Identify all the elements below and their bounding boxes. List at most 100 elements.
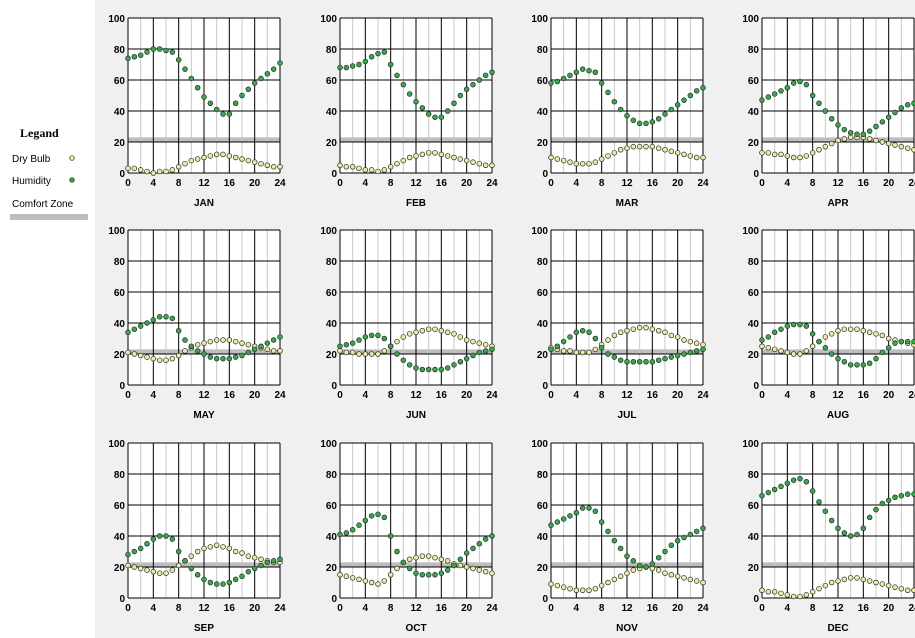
y-tick-label: 40 bbox=[748, 319, 760, 330]
y-tick-label: 20 bbox=[748, 563, 760, 574]
x-tick-label: 8 bbox=[176, 390, 182, 401]
humidity-point bbox=[892, 494, 898, 501]
dry-bulb-point bbox=[560, 157, 567, 164]
dry-bulb-point bbox=[759, 343, 765, 350]
dry-bulb-point bbox=[220, 151, 226, 158]
dry-bulb-point bbox=[674, 150, 681, 156]
x-tick-label: 24 bbox=[274, 603, 286, 614]
humidity-point bbox=[655, 357, 662, 363]
dry-bulb-point bbox=[245, 157, 252, 164]
y-tick-label: 100 bbox=[742, 14, 759, 25]
humidity-point bbox=[560, 75, 567, 82]
humidity-point bbox=[245, 349, 252, 356]
dry-bulb-point bbox=[700, 154, 706, 161]
dry-bulb-point bbox=[394, 565, 400, 572]
month-label: MAR bbox=[616, 198, 640, 209]
month-label: DEC bbox=[827, 623, 848, 634]
humidity-point bbox=[489, 346, 495, 353]
dry-bulb-point bbox=[144, 567, 150, 573]
humidity-point bbox=[470, 545, 476, 552]
dry-bulb-point bbox=[879, 581, 886, 587]
dry-bulb-point bbox=[207, 338, 214, 345]
x-tick-label: 24 bbox=[274, 178, 286, 189]
dry-bulb-point bbox=[567, 585, 573, 592]
dry-bulb-point bbox=[598, 156, 605, 162]
dry-bulb-point bbox=[194, 548, 201, 555]
dry-bulb-point bbox=[655, 145, 662, 151]
humidity-point bbox=[765, 94, 772, 100]
humidity-point bbox=[419, 366, 426, 373]
chart-may: 0 4 8 12 16 20 24 0 20 40 60 80 100 MAY bbox=[108, 226, 286, 421]
x-tick-label: 4 bbox=[574, 178, 580, 189]
dry-bulb-point bbox=[866, 578, 873, 584]
humidity-point bbox=[144, 320, 150, 326]
dry-bulb-point bbox=[375, 351, 381, 357]
dry-bulb-point bbox=[131, 564, 138, 570]
chart-nov: 0 4 8 12 16 20 24 0 20 40 60 80 100 NOV bbox=[531, 439, 709, 634]
y-tick-label: 20 bbox=[326, 563, 338, 574]
humidity-point bbox=[809, 92, 816, 99]
humidity-point bbox=[828, 517, 835, 524]
dry-bulb-point bbox=[560, 584, 567, 590]
humidity-point bbox=[258, 75, 264, 82]
humidity-point bbox=[343, 530, 350, 536]
y-tick-label: 20 bbox=[537, 563, 549, 574]
humidity-point bbox=[251, 80, 258, 86]
month-label: NOV bbox=[616, 623, 638, 634]
legend-marker-dry-bulb bbox=[69, 155, 75, 161]
dry-bulb-point bbox=[649, 565, 656, 572]
y-tick-label: 40 bbox=[748, 107, 760, 118]
dry-bulb-point bbox=[765, 589, 772, 595]
humidity-point bbox=[470, 81, 476, 88]
y-tick-label: 60 bbox=[114, 288, 126, 299]
dry-bulb-point bbox=[270, 348, 277, 354]
y-tick-label: 0 bbox=[753, 594, 759, 605]
y-tick-label: 0 bbox=[331, 594, 337, 605]
humidity-point bbox=[579, 328, 586, 334]
dry-bulb-point bbox=[220, 337, 226, 343]
x-tick-label: 20 bbox=[672, 390, 684, 401]
humidity-point bbox=[586, 67, 592, 74]
x-tick-label: 4 bbox=[785, 603, 791, 614]
humidity-point bbox=[444, 567, 451, 573]
humidity-point bbox=[264, 559, 271, 566]
humidity-point bbox=[406, 362, 413, 368]
dry-bulb-point bbox=[668, 571, 675, 578]
y-tick-label: 20 bbox=[748, 350, 760, 361]
dry-bulb-point bbox=[605, 579, 611, 586]
humidity-point bbox=[137, 52, 144, 58]
humidity-point bbox=[207, 579, 214, 586]
humidity-point bbox=[693, 348, 700, 354]
humidity-point bbox=[182, 558, 188, 564]
humidity-point bbox=[598, 80, 605, 86]
y-tick-label: 0 bbox=[119, 594, 125, 605]
dry-bulb-point bbox=[425, 150, 432, 156]
humidity-point bbox=[337, 531, 343, 538]
humidity-point bbox=[860, 131, 867, 138]
humidity-point bbox=[573, 329, 580, 336]
dry-bulb-point bbox=[548, 154, 554, 161]
dry-bulb-point bbox=[611, 576, 618, 583]
humidity-point bbox=[759, 97, 765, 103]
dry-bulb-point bbox=[444, 329, 451, 336]
dry-bulb-point bbox=[879, 139, 886, 145]
dry-bulb-point bbox=[797, 154, 803, 161]
dry-bulb-point bbox=[592, 585, 599, 592]
dry-bulb-point bbox=[131, 165, 138, 172]
x-tick-label: 4 bbox=[363, 390, 369, 401]
dry-bulb-point bbox=[668, 332, 675, 339]
dry-bulb-point bbox=[662, 147, 668, 153]
y-tick-label: 20 bbox=[326, 350, 338, 361]
humidity-point bbox=[270, 66, 277, 72]
humidity-point bbox=[232, 576, 239, 583]
dry-bulb-point bbox=[841, 576, 848, 583]
dry-bulb-point bbox=[432, 150, 438, 156]
x-tick-label: 24 bbox=[697, 603, 709, 614]
x-tick-label: 4 bbox=[151, 603, 157, 614]
dry-bulb-point bbox=[444, 153, 451, 159]
humidity-point bbox=[381, 514, 388, 521]
dry-bulb-point bbox=[362, 578, 369, 584]
dry-bulb-point bbox=[264, 346, 271, 353]
dry-bulb-point bbox=[489, 162, 495, 169]
humidity-point bbox=[803, 323, 810, 329]
